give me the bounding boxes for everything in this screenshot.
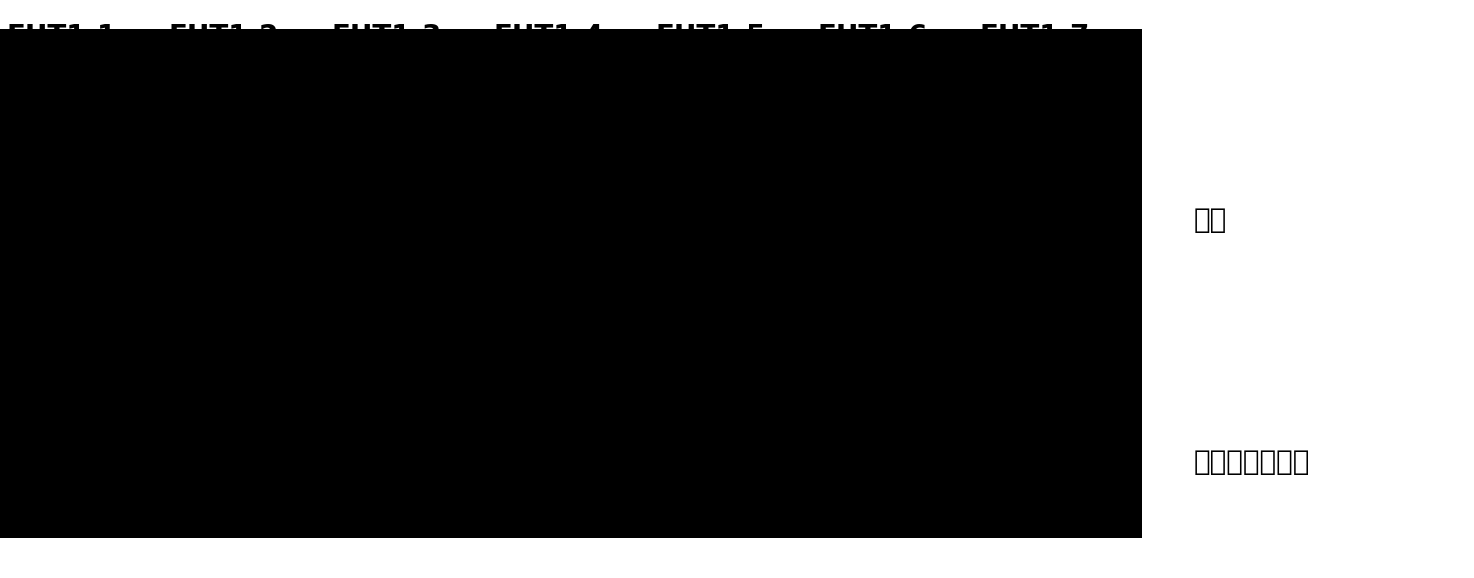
Text: FUT1-5: FUT1-5 bbox=[656, 23, 765, 51]
Text: FUT1-1: FUT1-1 bbox=[7, 23, 116, 51]
Text: FUT1-3: FUT1-3 bbox=[332, 23, 441, 51]
Text: 插入的干涉序列: 插入的干涉序列 bbox=[1194, 449, 1310, 476]
Text: FUT1-7: FUT1-7 bbox=[980, 23, 1089, 51]
Text: 载体: 载体 bbox=[1194, 206, 1228, 234]
Text: FUT1-4: FUT1-4 bbox=[494, 23, 603, 51]
Bar bbox=[0, 29, 1142, 538]
Text: FUT1-2: FUT1-2 bbox=[170, 23, 279, 51]
Text: FUT1-6: FUT1-6 bbox=[818, 23, 927, 51]
